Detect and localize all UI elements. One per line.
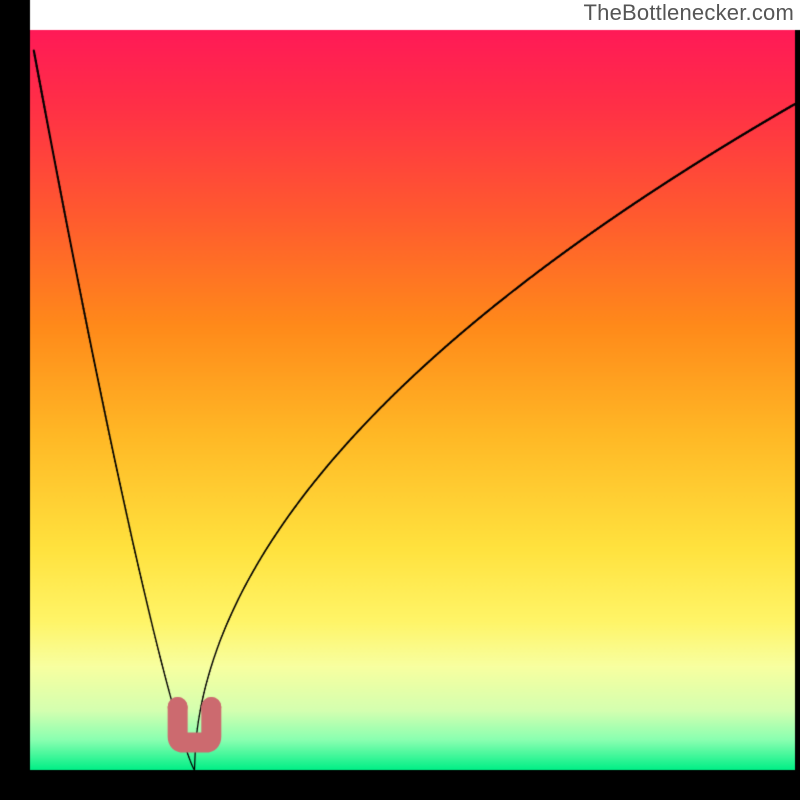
bottleneck-chart-canvas	[0, 0, 800, 800]
chart-container: TheBottlenecker.com	[0, 0, 800, 800]
watermark-text: TheBottlenecker.com	[584, 0, 794, 26]
